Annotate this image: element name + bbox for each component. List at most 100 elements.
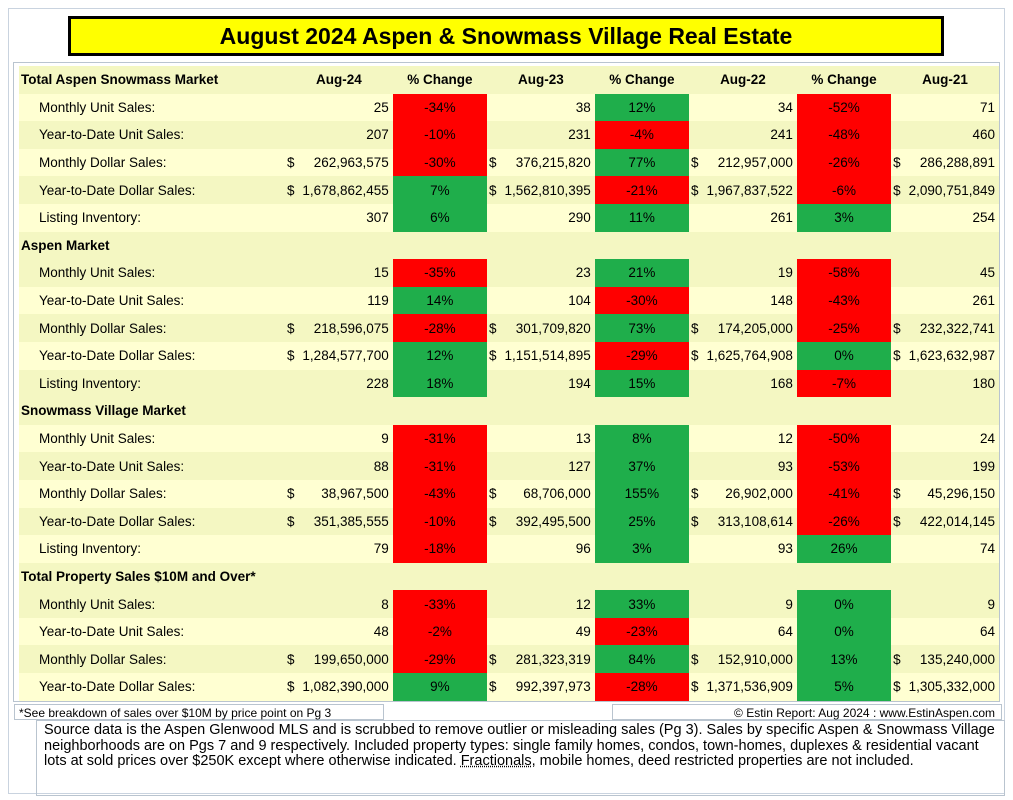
dollar-value-cell: $232,322,741: [891, 314, 999, 342]
dollar-value: $1,151,514,895: [489, 348, 591, 363]
dollar-value: $286,288,891: [893, 155, 995, 170]
value-cell: 199: [891, 452, 999, 480]
row-label: Listing Inventory:: [19, 369, 285, 398]
section-header-row: Aspen Market: [19, 231, 999, 260]
value-cell: 19: [689, 259, 797, 287]
row-label: Listing Inventory:: [19, 203, 285, 232]
currency-symbol: $: [286, 679, 295, 695]
currency-symbol: $: [691, 155, 699, 171]
percent-change-cell: -7%: [796, 369, 892, 398]
percent-change-cell: -31%: [392, 452, 487, 480]
row-label: Year-to-Date Unit Sales:: [19, 121, 285, 149]
dollar-amount: 351,385,555: [313, 513, 389, 529]
column-header: % Change: [796, 66, 892, 94]
value-cell: 228: [284, 369, 393, 398]
row-label: Year-to-Date Unit Sales:: [19, 617, 285, 646]
table-row: Year-to-Date Dollar Sales: $1,082,390,000…: [19, 673, 999, 701]
dollar-value-cell: $1,625,764,908: [689, 341, 797, 370]
dollar-value: $313,108,614: [691, 514, 793, 529]
currency-symbol: $: [488, 182, 497, 198]
section-header-row: Snowmass Village Market: [19, 397, 999, 425]
dollar-value-cell: $1,967,837,522: [689, 176, 797, 204]
table-row: Year-to-Date Unit Sales: 48 -2% 49 -23% 64 0% 6…: [19, 617, 999, 646]
value-cell: 104: [486, 286, 595, 315]
percent-change-cell: -30%: [392, 148, 487, 177]
source-text-2: , mobile homes, deed restricted properti…: [531, 753, 914, 769]
value-cell: 25: [284, 93, 393, 122]
dollar-amount: 152,910,000: [717, 651, 793, 667]
dollar-value-cell: $218,596,075: [284, 314, 393, 342]
currency-symbol: $: [488, 513, 497, 529]
percent-change-cell: 12%: [392, 341, 487, 370]
report-title-text: August 2024 Aspen & Snowmass Village Rea…: [219, 22, 793, 49]
percent-change-cell: 11%: [594, 203, 690, 232]
percent-change-cell: 14%: [392, 286, 487, 315]
value-cell: 48: [284, 617, 393, 646]
currency-symbol: $: [286, 513, 295, 529]
dollar-amount: 45,296,150: [927, 486, 995, 502]
row-label: Monthly Dollar Sales:: [19, 479, 285, 508]
dollar-value-cell: $26,902,000: [689, 479, 797, 508]
percent-change-cell: 0%: [796, 590, 892, 618]
dollar-value: $992,397,973: [489, 679, 591, 694]
dollar-amount: 1,305,332,000: [908, 679, 995, 695]
table-row: Monthly Dollar Sales: $218,596,075 -28% $30…: [19, 314, 999, 342]
table-row: Year-to-Date Unit Sales: 88 -31% 127 37% 93 -5…: [19, 452, 999, 480]
value-cell: 79: [284, 535, 393, 563]
table-border: [13, 62, 1000, 702]
value-cell: 307: [284, 203, 393, 232]
value-cell: 9: [284, 424, 393, 453]
dollar-value: $392,495,500: [489, 514, 591, 529]
percent-change-cell: -31%: [392, 424, 487, 453]
section-header-row: Total Property Sales $10M and Over*: [19, 562, 999, 591]
currency-symbol: $: [488, 486, 497, 502]
row-label: Monthly Unit Sales:: [19, 590, 285, 618]
row-label: Monthly Unit Sales:: [19, 93, 285, 122]
percent-change-cell: 9%: [392, 673, 487, 701]
currency-symbol: $: [691, 320, 699, 336]
value-cell: 49: [486, 617, 595, 646]
dollar-value: $45,296,150: [893, 486, 995, 501]
currency-symbol: $: [286, 155, 295, 171]
dollar-amount: 1,562,810,395: [504, 182, 591, 198]
value-cell: 88: [284, 452, 393, 480]
value-cell: 207: [284, 121, 393, 149]
dollar-amount: 1,967,837,522: [706, 182, 793, 198]
value-cell: 180: [891, 369, 999, 398]
value-cell: 460: [891, 121, 999, 149]
dollar-value: $212,957,000: [691, 155, 793, 170]
header-label: Total Aspen Snowmass Market: [19, 66, 285, 94]
dollar-value-cell: $152,910,000: [689, 645, 797, 674]
currency-symbol: $: [691, 679, 699, 695]
currency-symbol: $: [488, 155, 497, 171]
currency-symbol: $: [893, 348, 901, 364]
dollar-value-cell: $1,371,536,909: [689, 673, 797, 701]
dollar-value: $218,596,075: [287, 321, 389, 336]
percent-change-cell: 7%: [392, 176, 487, 204]
percent-change-cell: 12%: [594, 93, 690, 122]
value-cell: 64: [689, 617, 797, 646]
row-label: Year-to-Date Dollar Sales:: [19, 507, 285, 536]
value-cell: 12: [689, 424, 797, 453]
percent-change-cell: -34%: [392, 93, 487, 122]
column-header: Aug-24: [284, 66, 393, 94]
currency-symbol: $: [893, 679, 901, 695]
value-cell: 261: [891, 286, 999, 315]
value-cell: 194: [486, 369, 595, 398]
dollar-amount: 262,963,575: [313, 155, 389, 171]
dollar-amount: 1,678,862,455: [302, 182, 389, 198]
dollar-value-cell: $135,240,000: [891, 645, 999, 674]
dollar-value: $301,709,820: [489, 321, 591, 336]
percent-change-cell: -28%: [392, 314, 487, 342]
row-label: Year-to-Date Dollar Sales:: [19, 176, 285, 204]
dollar-value: $1,625,764,908: [691, 348, 793, 363]
currency-symbol: $: [286, 486, 295, 502]
dollar-value: $26,902,000: [691, 486, 793, 501]
percent-change-cell: -30%: [594, 286, 690, 315]
value-cell: 64: [891, 617, 999, 646]
value-cell: 9: [891, 590, 999, 618]
dollar-value-cell: $1,562,810,395: [486, 176, 595, 204]
percent-change-cell: 84%: [594, 645, 690, 674]
dollar-amount: 135,240,000: [919, 651, 995, 667]
table-row: Monthly Dollar Sales: $38,967,500 -43% $68,…: [19, 479, 999, 508]
